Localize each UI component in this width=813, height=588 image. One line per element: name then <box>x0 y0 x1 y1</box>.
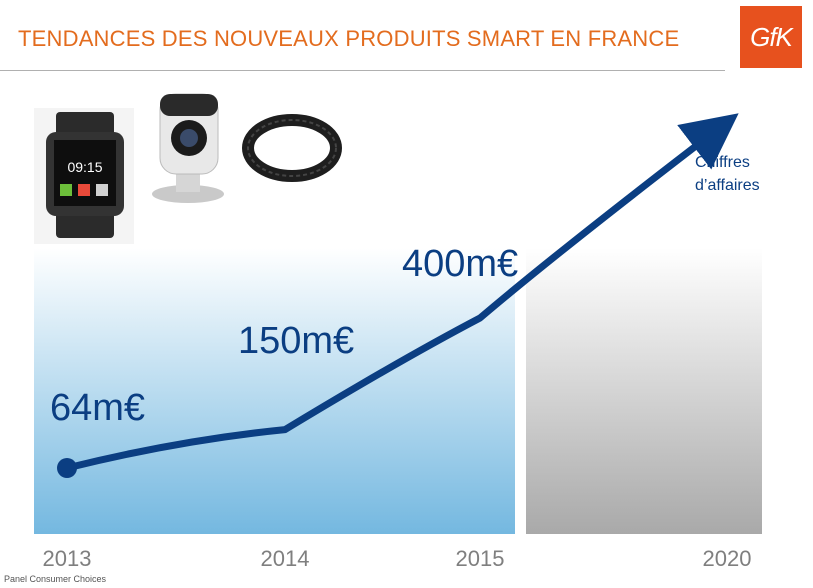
gfk-logo: GfK <box>740 6 802 68</box>
annotation-label: Chiffres d’affaires <box>695 154 760 194</box>
watch-time: 09:15 <box>67 159 102 175</box>
data-label-2014: 150m€ <box>238 320 354 362</box>
x-tick-2013: 2013 <box>43 546 92 571</box>
region-2015-2020 <box>526 248 762 534</box>
data-point-2013 <box>57 458 77 478</box>
fitness-band-icon <box>242 114 342 182</box>
title-divider <box>0 70 725 71</box>
x-tick-2014: 2014 <box>261 546 310 571</box>
revenue-line <box>63 113 739 472</box>
logo-text: GfK <box>750 21 793 52</box>
page-title: TENDANCES DES NOUVEAUX PRODUITS SMART EN… <box>18 26 680 51</box>
region-2013-2015 <box>34 248 515 534</box>
source-note: Panel Consumer Choices <box>4 574 107 584</box>
x-tick-2015: 2015 <box>456 546 505 571</box>
smartwatch-icon: 09:15 <box>34 108 134 244</box>
data-label-2015: 400m€ <box>402 243 518 285</box>
camera-icon <box>152 93 224 203</box>
data-label-2013: 64m€ <box>50 387 145 429</box>
x-tick-2020: 2020 <box>703 546 752 571</box>
